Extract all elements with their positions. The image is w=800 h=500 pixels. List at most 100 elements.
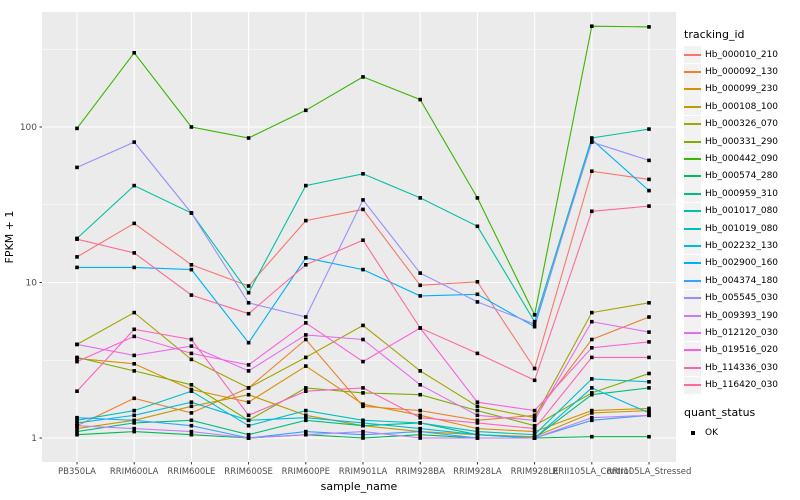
- data-point: [189, 400, 194, 404]
- data-point: [189, 383, 194, 387]
- legend-key-line-icon: [684, 237, 701, 255]
- data-point: [132, 408, 136, 413]
- data-point: [304, 429, 308, 434]
- legend-item: Hb_002232_130: [684, 237, 798, 255]
- x-tick-label: RRII105LA_Control: [552, 467, 631, 477]
- data-point: [361, 391, 365, 395]
- data-point: [246, 413, 251, 418]
- data-point: [304, 415, 308, 420]
- data-point: [75, 355, 79, 360]
- x-tick-label: RRII105LA_Stressed: [607, 467, 692, 477]
- data-point: [189, 389, 194, 393]
- legend-item: Hb_116420_030: [684, 376, 798, 394]
- legend-item-label: Hb_001019_080: [705, 223, 779, 234]
- legend-status-label: OK: [705, 427, 718, 438]
- data-point: [132, 353, 136, 358]
- data-point: [75, 429, 79, 434]
- data-point: [132, 362, 136, 366]
- data-point: [189, 351, 194, 356]
- data-point: [475, 426, 480, 431]
- legend-item-label: Hb_000574_280: [705, 171, 779, 182]
- data-point: [532, 426, 537, 431]
- legend-key-line-icon: [684, 115, 701, 133]
- data-point: [246, 392, 251, 397]
- data-point: [361, 238, 365, 242]
- data-point: [418, 326, 422, 330]
- legend-key-line-icon: [684, 202, 701, 220]
- legend-item: Hb_001017_080: [684, 202, 798, 220]
- data-point: [475, 280, 480, 284]
- legend-item-label: Hb_116420_030: [705, 380, 779, 391]
- data-point: [132, 429, 136, 434]
- data-point: [647, 380, 651, 384]
- legend-item-label: Hb_001017_080: [705, 206, 779, 217]
- data-point: [361, 423, 365, 428]
- legend-item: Hb_012120_030: [684, 324, 798, 342]
- data-point: [532, 432, 537, 437]
- data-point: [189, 404, 194, 409]
- y-tick-label: 1: [31, 434, 37, 444]
- data-point: [132, 369, 136, 373]
- data-point: [75, 432, 79, 437]
- x-tick-label: RRIM600LA: [110, 467, 159, 477]
- data-point: [75, 342, 79, 347]
- legend-key-line-icon: [684, 98, 701, 116]
- data-point: [475, 436, 480, 440]
- legend-title-quant-status: quant_status: [684, 405, 756, 419]
- data-point: [647, 301, 651, 305]
- data-point: [361, 429, 365, 434]
- data-point: [418, 408, 422, 413]
- data-point: [590, 355, 594, 360]
- x-tick-label: RRIM600SE: [224, 467, 273, 477]
- data-point: [418, 429, 422, 434]
- data-point: [246, 423, 251, 428]
- legend-item-label: Hb_005545_030: [705, 293, 779, 304]
- data-point: [361, 386, 365, 390]
- data-point: [304, 333, 308, 337]
- data-point: [475, 300, 480, 304]
- data-point: [75, 418, 79, 423]
- data-point: [246, 301, 251, 305]
- data-point: [590, 411, 594, 415]
- legend-item-label: Hb_000442_090: [705, 154, 779, 165]
- data-point: [304, 263, 308, 267]
- data-point: [246, 386, 251, 390]
- data-point: [189, 344, 194, 348]
- data-point: [647, 408, 651, 413]
- data-point: [418, 426, 422, 431]
- data-point: [304, 183, 308, 188]
- data-point: [304, 418, 308, 423]
- data-point: [475, 400, 480, 404]
- legend-item-label: Hb_004374_180: [705, 275, 779, 286]
- data-point: [246, 284, 251, 288]
- legend-item: Hb_000959_310: [684, 185, 798, 203]
- data-point: [189, 418, 194, 423]
- data-point: [75, 415, 79, 420]
- data-point: [647, 386, 651, 390]
- data-point: [647, 188, 651, 193]
- data-point: [532, 324, 537, 329]
- data-point: [647, 315, 651, 319]
- data-point: [475, 421, 480, 425]
- data-point: [590, 386, 594, 390]
- legend-item: Hb_000108_100: [684, 98, 798, 116]
- data-point: [189, 411, 194, 415]
- data-point: [532, 319, 537, 324]
- data-point: [590, 346, 594, 350]
- legend-key-line-icon: [684, 376, 701, 394]
- legend-key-line-icon: [684, 359, 701, 377]
- data-point: [532, 313, 537, 317]
- legend-key-line-icon: [684, 185, 701, 203]
- data-point: [132, 421, 136, 425]
- data-point: [647, 340, 651, 344]
- data-point: [647, 25, 651, 29]
- data-point: [532, 413, 537, 418]
- data-point: [647, 158, 651, 163]
- legend-key-line-icon: [684, 46, 701, 64]
- data-point: [590, 140, 594, 144]
- legend-item-label: Hb_000331_290: [705, 136, 779, 147]
- data-point: [647, 434, 651, 439]
- data-point: [132, 251, 136, 255]
- data-point: [132, 426, 136, 431]
